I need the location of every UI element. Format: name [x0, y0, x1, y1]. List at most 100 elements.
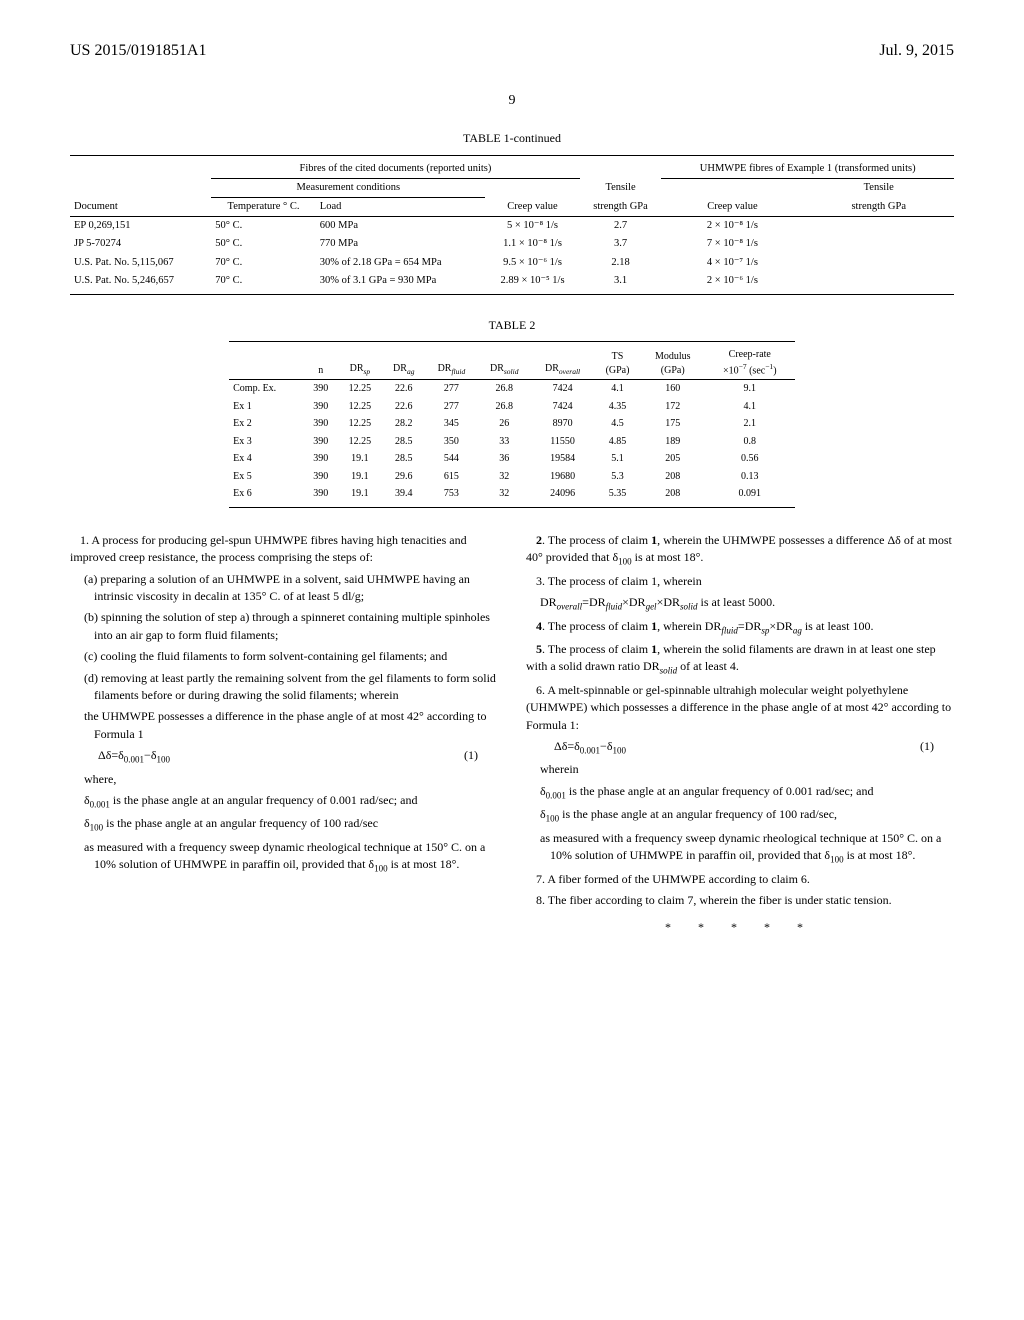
cell: 2.89 × 10⁻⁵ 1/s	[485, 272, 579, 290]
cell: 390	[304, 380, 338, 398]
cell: 2.18	[580, 254, 662, 272]
table-row: Ex 139012.2522.627726.874244.351724.1	[229, 398, 795, 416]
measured-r: as measured with a frequency sweep dynam…	[536, 830, 954, 867]
cell: 0.091	[705, 485, 795, 503]
cell: 22.6	[382, 398, 425, 416]
cell: 345	[425, 415, 477, 433]
cell: 70° C.	[211, 272, 316, 290]
claim8: 8. The fiber according to claim 7, where…	[526, 892, 954, 909]
cell: 0.56	[705, 450, 795, 468]
formula-eq: Δδ=δ0.001−δ100	[98, 747, 170, 766]
claim3a: 3. The process of claim 1, wherein	[526, 573, 954, 590]
table1-superh2: UHMWPE fibres of Example 1 (transformed …	[661, 155, 954, 178]
cell: Ex 6	[229, 485, 304, 503]
cell: 0.8	[705, 433, 795, 451]
cell: 205	[641, 450, 705, 468]
cell: 0.13	[705, 468, 795, 486]
cell: 390	[304, 450, 338, 468]
th-creep2: Creep value	[661, 198, 803, 217]
cell: 29.6	[382, 468, 425, 486]
cell	[803, 254, 954, 272]
cell: 22.6	[382, 380, 425, 398]
cell: 11550	[531, 433, 594, 451]
cell: 4.35	[594, 398, 641, 416]
table-row: U.S. Pat. No. 5,246,65770° C.30% of 3.1 …	[70, 272, 954, 290]
cell: 4 × 10⁻⁷ 1/s	[661, 254, 803, 272]
cell: 12.25	[338, 433, 383, 451]
cell: 4.85	[594, 433, 641, 451]
claim5: 5. The process of claim 1, wherein the s…	[526, 641, 954, 678]
d100-l: δ100 is the phase angle at an angular fr…	[80, 815, 498, 834]
cell: 5.35	[594, 485, 641, 503]
col-left: 1. A process for producing gel-spun UHMW…	[70, 532, 498, 941]
cell: 277	[425, 380, 477, 398]
cell: 3.1	[580, 272, 662, 290]
cell: 175	[641, 415, 705, 433]
cell: 26	[478, 415, 531, 433]
table-row: Ex 439019.128.554436195845.12050.56	[229, 450, 795, 468]
cell: 7424	[531, 380, 594, 398]
cell: 5.1	[594, 450, 641, 468]
cell: 70° C.	[211, 254, 316, 272]
cell: 19.1	[338, 450, 383, 468]
table-row: Ex 339012.2528.535033115504.851890.8	[229, 433, 795, 451]
cell: 19.1	[338, 468, 383, 486]
page-header: US 2015/0191851A1 Jul. 9, 2015	[70, 40, 954, 62]
cell: 172	[641, 398, 705, 416]
end-marks: * * * * *	[526, 919, 954, 936]
cell: 26.8	[478, 398, 531, 416]
th: TS(GPa)	[594, 346, 641, 380]
claim2: 2. The process of claim 1, wherein the U…	[526, 532, 954, 569]
th	[229, 346, 304, 380]
cell: 2.7	[580, 217, 662, 236]
th-doc: Document	[70, 198, 211, 217]
cell: 9.5 × 10⁻⁶ 1/s	[485, 254, 579, 272]
th: Modulus(GPa)	[641, 346, 705, 380]
table-row: Ex 539019.129.661532196805.32080.13	[229, 468, 795, 486]
table1-title: TABLE 1-continued	[70, 130, 954, 146]
d001-l: δ0.001 is the phase angle at an angular …	[80, 792, 498, 811]
cell: 19584	[531, 450, 594, 468]
cell: 19.1	[338, 485, 383, 503]
cell: 30% of 3.1 GPa = 930 MPa	[316, 272, 486, 290]
cell: 160	[641, 380, 705, 398]
cell: 4.1	[594, 380, 641, 398]
th: DRag	[382, 346, 425, 380]
cell: 28.5	[382, 450, 425, 468]
cell: 544	[425, 450, 477, 468]
th-creep: Creep value	[485, 198, 579, 217]
cell: 1.1 × 10⁻⁸ 1/s	[485, 235, 579, 253]
formula-right: Δδ=δ0.001−δ100 (1)	[526, 738, 954, 757]
cell: 753	[425, 485, 477, 503]
claim1-d: (d) removing at least partly the remaini…	[80, 670, 498, 705]
table-row: EP 0,269,15150° C.600 MPa5 × 10⁻⁸ 1/s2.7…	[70, 217, 954, 236]
cell: 24096	[531, 485, 594, 503]
cell: Ex 2	[229, 415, 304, 433]
cell: Ex 1	[229, 398, 304, 416]
cell: 50° C.	[211, 217, 316, 236]
cell: 28.5	[382, 433, 425, 451]
table1-tensile-b: Tensile	[803, 178, 954, 197]
formula-left: Δδ=δ0.001−δ100 (1)	[70, 747, 498, 766]
cell: 2.1	[705, 415, 795, 433]
cell: 28.2	[382, 415, 425, 433]
claim7: 7. A fiber formed of the UHMWPE accordin…	[526, 871, 954, 888]
claim1-intro: 1. A process for producing gel-spun UHMW…	[70, 532, 498, 567]
cell: 39.4	[382, 485, 425, 503]
th: DRfluid	[425, 346, 477, 380]
d001-r: δ0.001 is the phase angle at an angular …	[536, 783, 954, 802]
cell: 12.25	[338, 398, 383, 416]
table1: Fibres of the cited documents (reported …	[70, 155, 954, 295]
cell: 30% of 2.18 GPa = 654 MPa	[316, 254, 486, 272]
th: DRoverall	[531, 346, 594, 380]
table-row: Ex 639019.139.475332240965.352080.091	[229, 485, 795, 503]
table2: nDRspDRagDRfluidDRsolidDRoverallTS(GPa)M…	[229, 341, 795, 508]
cell: 33	[478, 433, 531, 451]
cell: 2 × 10⁻⁸ 1/s	[661, 217, 803, 236]
col-right: 2. The process of claim 1, wherein the U…	[526, 532, 954, 941]
cell: 12.25	[338, 415, 383, 433]
cell: U.S. Pat. No. 5,246,657	[70, 272, 211, 290]
cell: 390	[304, 415, 338, 433]
date: Jul. 9, 2015	[879, 40, 954, 62]
formula-num-r: (1)	[920, 738, 934, 757]
